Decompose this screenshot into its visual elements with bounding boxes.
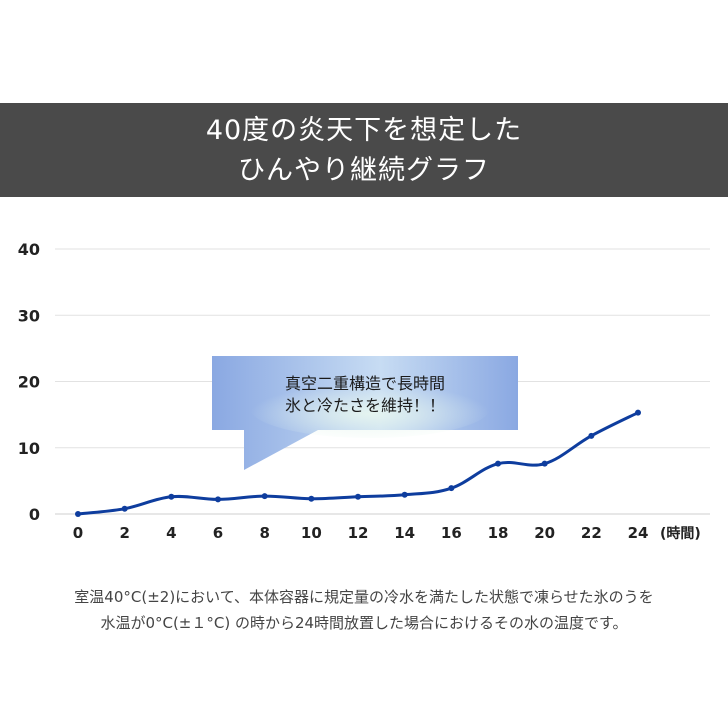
title-line-1: 40度の炎天下を想定した (205, 115, 523, 146)
footnote-line-1: 室温40°C(±2)において、本体容器に規定量の冷水を満たした状態で凍らせた氷の… (74, 588, 654, 606)
x-tick-label: 16 (441, 524, 462, 542)
callout-bubble: 真空二重構造で長時間 氷と冷たさを維持！！ (212, 356, 518, 470)
x-tick-label: 24 (628, 524, 649, 542)
x-tick-label: 18 (488, 524, 509, 542)
x-tick-label: 20 (534, 524, 555, 542)
data-point (588, 432, 595, 439)
data-point (261, 493, 268, 500)
x-tick-label: 10 (301, 524, 322, 542)
x-tick-label: 14 (394, 524, 415, 542)
x-axis-unit-label: (時間) (660, 525, 701, 542)
data-point (121, 505, 128, 512)
data-point (355, 493, 361, 500)
x-tick-label: 0 (73, 524, 83, 542)
footnote-line-2: 水温が0°C(±１°C) の時から24時間放置した場合におけるその水の温度です。 (100, 614, 628, 632)
y-tick-label: 0 (29, 505, 40, 524)
data-point (308, 495, 315, 502)
y-tick-label: 20 (18, 373, 40, 392)
data-point (215, 496, 221, 503)
x-tick-label: 6 (213, 524, 223, 542)
y-tick-label: 30 (18, 306, 40, 325)
callout-line-2: 氷と冷たさを維持！！ (285, 396, 445, 415)
data-point (75, 511, 81, 517)
title-banner: 40度の炎天下を想定した ひんやり継続グラフ (0, 103, 728, 197)
data-point (401, 491, 408, 498)
data-point (495, 460, 501, 467)
x-tick-label: 2 (119, 524, 129, 542)
x-tick-label: 4 (166, 524, 176, 542)
callout-line-1: 真空二重構造で長時間 (285, 374, 445, 393)
x-tick-label: 12 (348, 524, 369, 542)
y-tick-label: 10 (18, 439, 40, 458)
footnote: 室温40°C(±2)において、本体容器に規定量の冷水を満たした状態で凍らせた氷の… (0, 584, 728, 636)
data-point (448, 485, 455, 492)
x-tick-label: 8 (259, 524, 269, 542)
y-tick-label: 40 (18, 240, 40, 259)
data-point (168, 493, 175, 500)
title-line-2: ひんやり継続グラフ (238, 155, 490, 186)
data-point (635, 409, 641, 416)
data-point (541, 460, 548, 467)
x-tick-label: 22 (581, 524, 602, 542)
